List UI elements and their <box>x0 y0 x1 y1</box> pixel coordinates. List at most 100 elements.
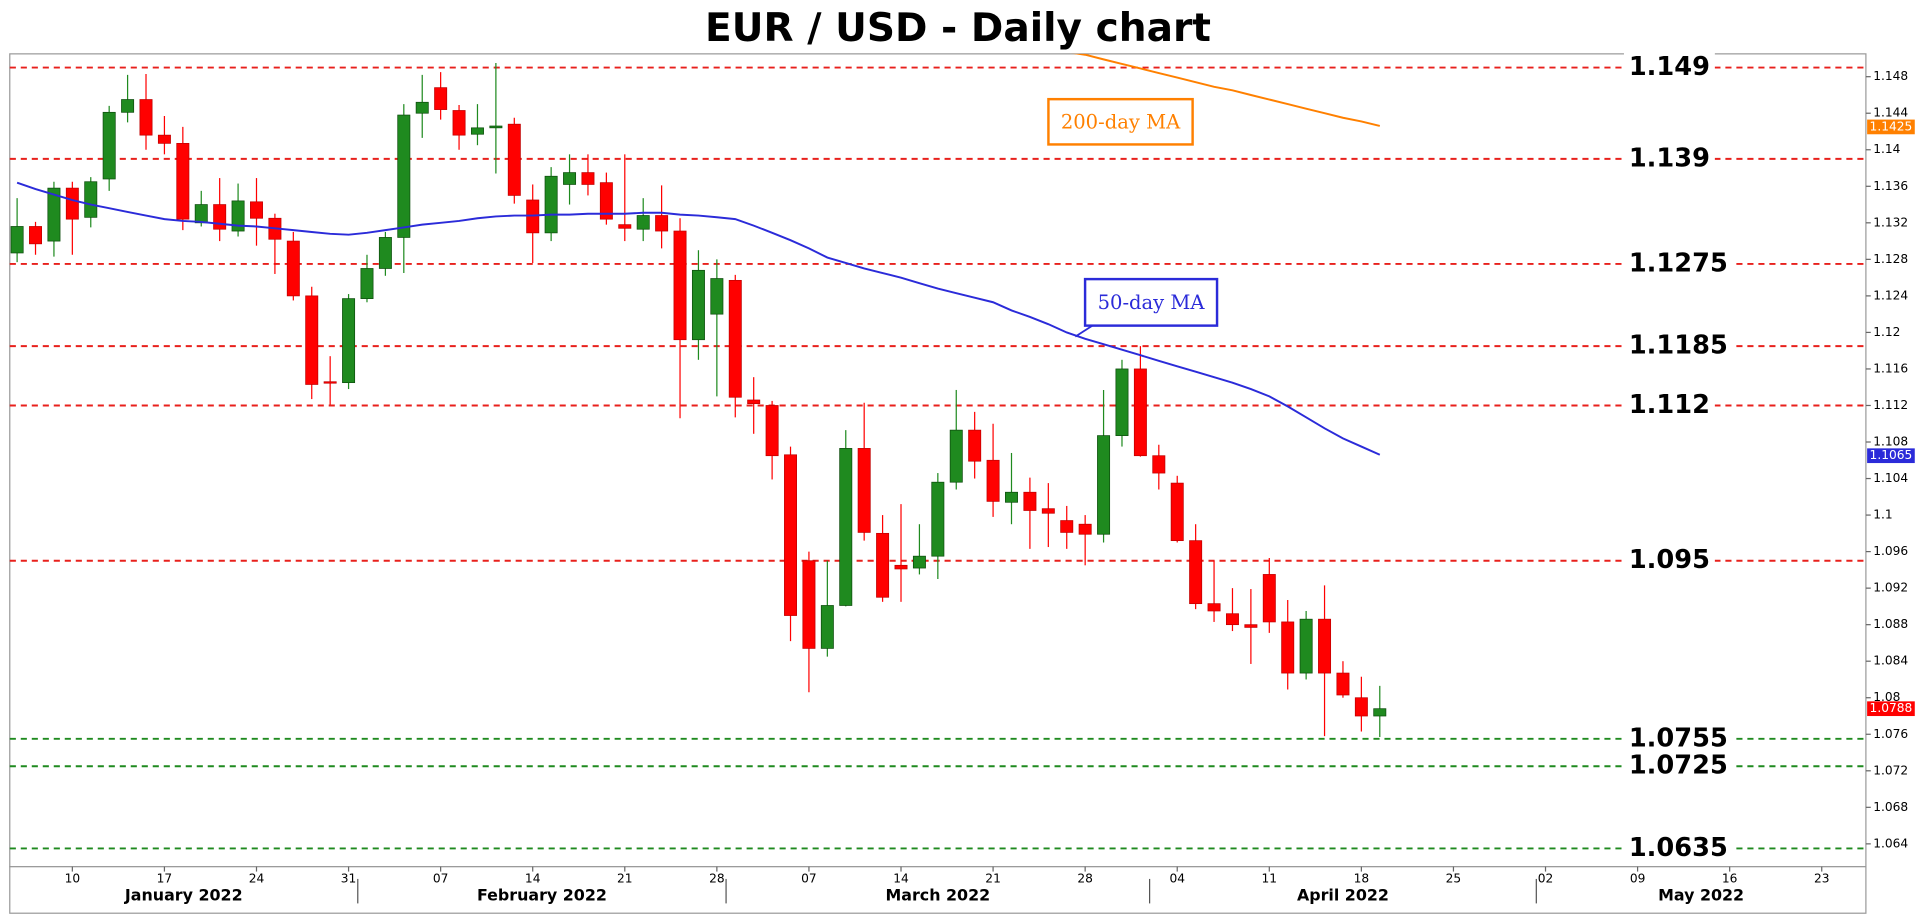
price-tag-label: 1.1425 <box>1870 119 1913 133</box>
price-tag <box>1867 448 1915 464</box>
month-label: May 2022 <box>1658 886 1744 905</box>
x-axis-band <box>9 866 1867 914</box>
x-tick-label: 28 <box>1077 871 1093 885</box>
x-tick-label: 02 <box>1538 871 1554 885</box>
candle-body <box>1189 540 1203 605</box>
candle-body <box>415 101 429 114</box>
candle-body <box>1170 482 1184 542</box>
month-label: February 2022 <box>477 886 607 905</box>
y-tick-label: 1.144 <box>1873 106 1908 120</box>
x-tick-label: 31 <box>341 871 357 885</box>
candle-body <box>1262 574 1276 623</box>
level-label: 1.0635 <box>1629 833 1728 863</box>
candle-body <box>1152 455 1166 474</box>
chart-title: EUR / USD - Daily chart <box>705 6 1211 51</box>
candle-body <box>636 215 650 230</box>
level-label-bg <box>1623 545 1715 576</box>
candle-body <box>1078 523 1092 535</box>
candle-body <box>452 110 466 136</box>
y-tick-label: 1.116 <box>1873 361 1908 375</box>
candle-body <box>10 226 24 254</box>
candle-body <box>434 87 448 110</box>
candle-body <box>802 560 816 649</box>
candle-body <box>710 278 724 315</box>
level-label-bg <box>1623 750 1733 781</box>
candle-body <box>599 182 613 220</box>
candle-body <box>1354 697 1368 717</box>
candle-body <box>323 381 337 384</box>
x-tick-label: 25 <box>1446 871 1462 885</box>
y-tick-label: 1.08 <box>1873 690 1900 704</box>
y-tick-label: 1.12 <box>1873 325 1900 339</box>
candle-body <box>1097 435 1111 535</box>
x-tick-label: 11 <box>1262 871 1278 885</box>
candle-body <box>342 298 356 384</box>
candle-body <box>1373 708 1387 717</box>
candle-body <box>1023 491 1037 511</box>
level-label: 1.112 <box>1629 390 1710 420</box>
level-label: 1.0725 <box>1629 751 1728 781</box>
y-tick-label: 1.064 <box>1873 836 1908 850</box>
level-label: 1.139 <box>1629 143 1710 173</box>
x-tick-label: 21 <box>617 871 633 885</box>
candle-body <box>931 481 945 557</box>
candle-body <box>857 448 871 533</box>
plot-area <box>9 53 1867 868</box>
y-tick-label: 1.128 <box>1873 252 1908 266</box>
candle-body <box>563 172 577 185</box>
candle-body <box>29 226 42 245</box>
x-tick-label: 16 <box>1722 871 1738 885</box>
candle-body <box>194 204 208 224</box>
annotation-box <box>1047 97 1194 146</box>
x-tick-label: 09 <box>1630 871 1646 885</box>
candle-body <box>1299 618 1313 674</box>
price-tag <box>1867 119 1915 135</box>
candle-body <box>747 399 761 405</box>
price-tag <box>1867 701 1915 717</box>
month-label: April 2022 <box>1297 886 1389 905</box>
candle-body <box>213 204 227 230</box>
candle-body <box>84 181 98 218</box>
candle-body <box>949 429 963 483</box>
level-label-bg <box>1623 143 1715 174</box>
candle-body <box>839 448 853 606</box>
candle-body <box>470 127 484 135</box>
month-label: March 2022 <box>886 886 991 905</box>
y-tick-label: 1.104 <box>1873 471 1908 485</box>
candle-body <box>102 111 116 180</box>
candle-body <box>286 240 300 297</box>
candle-body <box>1336 672 1350 696</box>
candle-body <box>876 532 890 598</box>
candle-body <box>673 230 687 341</box>
candle-body <box>894 564 908 570</box>
candle-body <box>820 605 834 649</box>
y-tick-label: 1.088 <box>1873 617 1908 631</box>
candle-body <box>581 172 595 185</box>
candle-body <box>784 454 797 616</box>
x-tick-label: 21 <box>985 871 1001 885</box>
annotation-box <box>1083 277 1219 327</box>
candle-body <box>986 459 1000 502</box>
y-tick-label: 1.072 <box>1873 763 1908 777</box>
candle-body <box>250 201 263 219</box>
x-tick-label: 18 <box>1354 871 1370 885</box>
candle-body <box>1005 491 1018 503</box>
candle-body <box>397 114 411 238</box>
candle-body <box>691 269 705 341</box>
plot-layer <box>10 53 1387 738</box>
price-tag-label: 1.1065 <box>1870 448 1913 462</box>
candle-body <box>176 142 190 220</box>
candle-body <box>507 123 521 196</box>
x-tick-label: 07 <box>801 871 817 885</box>
x-tick-label: 04 <box>1169 871 1185 885</box>
price-tag-label: 1.0788 <box>1870 701 1913 715</box>
candle-body <box>1281 621 1295 674</box>
y-tick-label: 1.076 <box>1873 727 1908 741</box>
candle-body <box>968 429 982 462</box>
candle-body <box>1244 624 1258 628</box>
level-label-bg <box>1623 723 1733 754</box>
candle-body <box>305 295 319 385</box>
candle-body <box>1041 508 1055 514</box>
